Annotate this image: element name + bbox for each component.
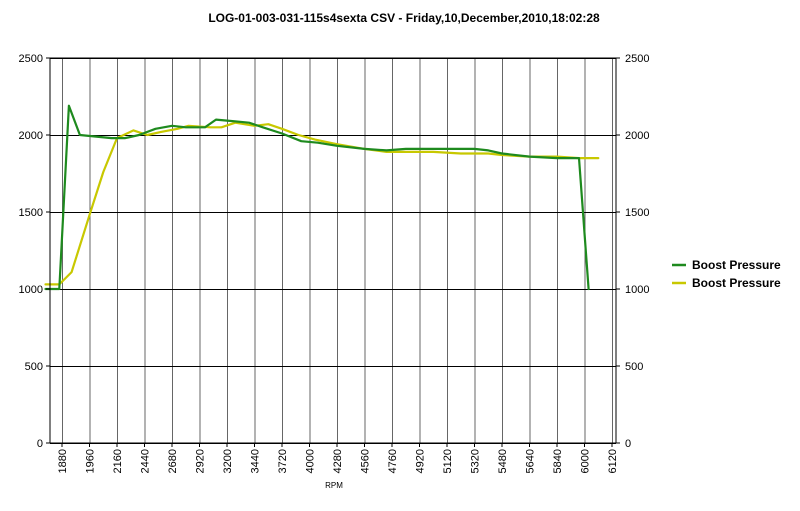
y-tick-label-left: 1500	[19, 207, 43, 219]
x-axis: 1880 1960 2160 2440 2680 2920 3200 3440 3720 4000…	[57, 443, 619, 473]
y-tick-label-left: 0	[37, 438, 43, 450]
y-tick-label-right: 2500	[625, 53, 649, 65]
x-tick-label: 4280	[332, 449, 344, 473]
x-tick-label: 6120	[607, 449, 619, 473]
x-tick-label: 4760	[387, 449, 399, 473]
x-tick-label: 3200	[222, 449, 234, 473]
y-tick-label-right: 1000	[625, 284, 649, 296]
plot-frame	[49, 57, 617, 444]
legend-label: Boost Pressure	[692, 258, 781, 272]
series-line-1	[44, 104, 590, 291]
y-tick-label-right: 0	[625, 438, 631, 450]
y-tick-label-right: 2000	[625, 130, 649, 142]
x-tick-label: 3720	[277, 449, 289, 473]
x-tick-label: 5120	[442, 449, 454, 473]
x-tick-label: 2160	[112, 449, 124, 473]
x-tick-label: 4920	[415, 449, 427, 473]
y-tick-label-left: 1000	[19, 284, 43, 296]
x-tick-label: 2680	[167, 449, 179, 473]
y-tick-label-right: 1500	[625, 207, 649, 219]
x-tick-label: 1880	[57, 449, 69, 473]
legend: Boost Pressure Boost Pressure	[672, 258, 781, 290]
y-tick-label-left: 500	[25, 361, 43, 373]
x-tick-label: 6000	[580, 449, 592, 473]
x-tick-label: 4000	[305, 449, 317, 473]
x-tick-label: 5640	[525, 449, 537, 473]
x-tick-label: 5840	[552, 449, 564, 473]
x-tick-label: 2440	[140, 449, 152, 473]
chart-title: LOG-01-003-031-115s4sexta CSV - Friday,1…	[208, 11, 600, 25]
x-tick-label: 2920	[195, 449, 207, 473]
y-axis-left: 0 500 1000 1500 2000 2500	[19, 53, 50, 450]
x-tick-label: 4560	[360, 449, 372, 473]
x-tick-label: 5320	[470, 449, 482, 473]
x-axis-label: RPM	[325, 481, 343, 490]
x-tick-label: 5480	[497, 449, 509, 473]
y-tick-label-right: 500	[625, 361, 643, 373]
x-tick-label: 1960	[85, 449, 97, 473]
y-tick-label-left: 2500	[19, 53, 43, 65]
y-tick-label-left: 2000	[19, 130, 43, 142]
legend-label: Boost Pressure	[692, 276, 781, 290]
y-axis-right: 0 500 1000 1500 2000 2500	[616, 53, 649, 450]
x-tick-label: 3440	[250, 449, 262, 473]
series-layer	[44, 104, 600, 291]
